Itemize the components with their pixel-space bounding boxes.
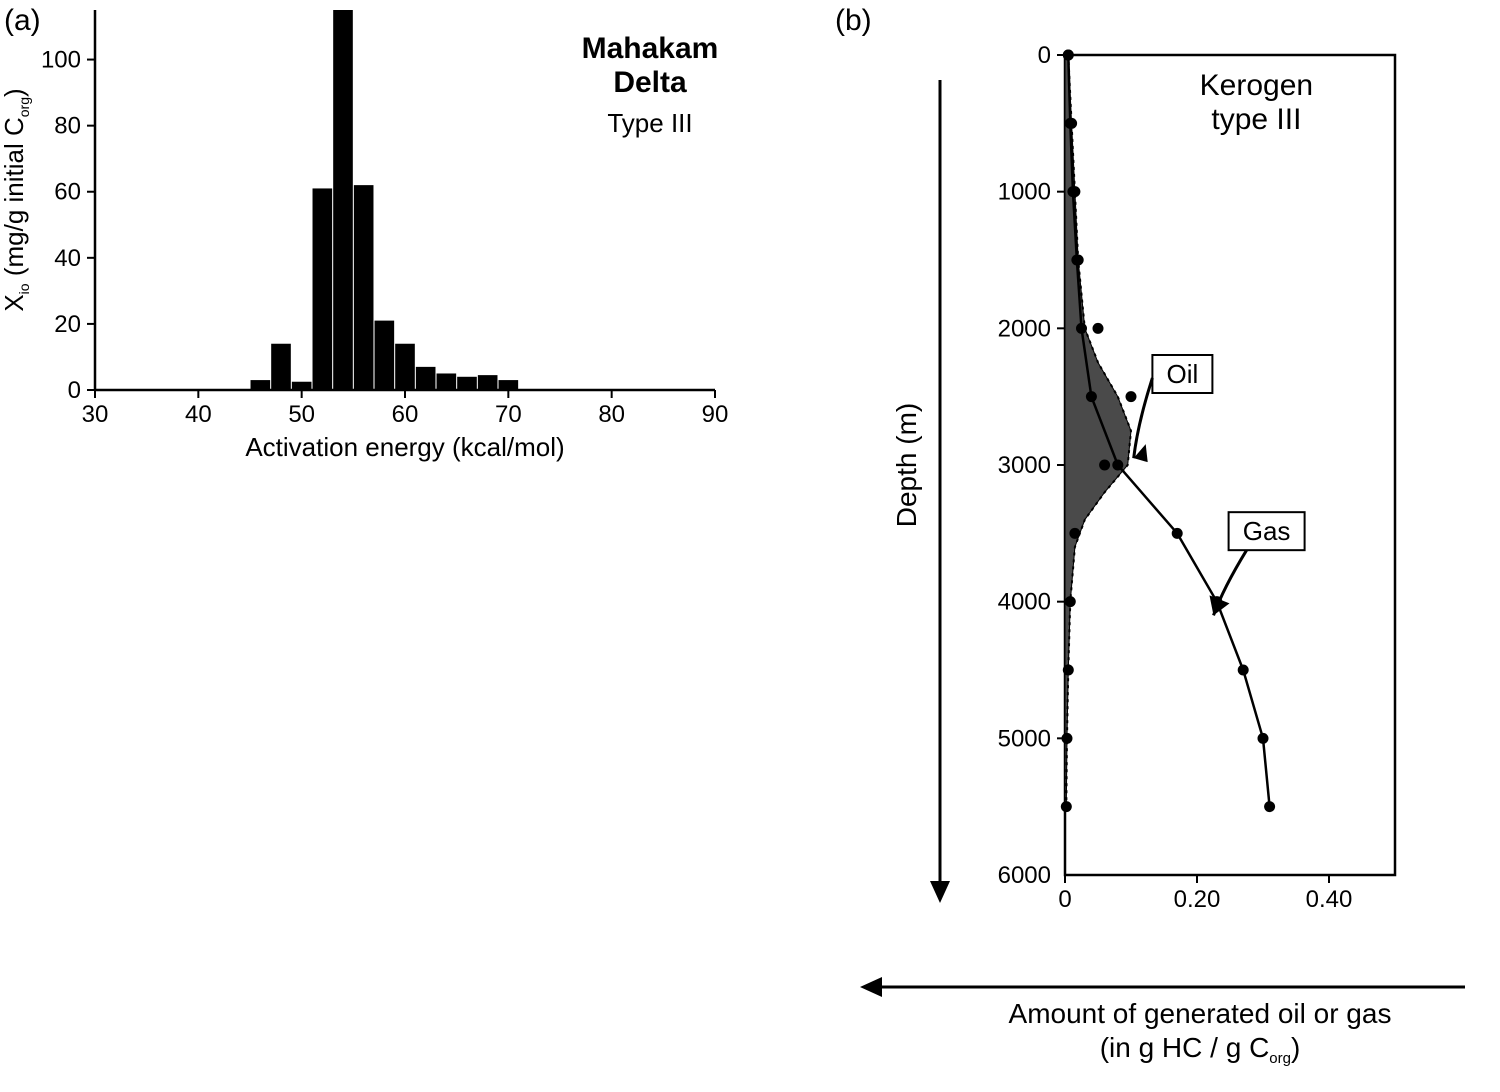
ytick-label: 1000: [998, 179, 1051, 206]
gas-marker: [1067, 186, 1078, 197]
x-axis-label: Activation energy (kcal/mol): [245, 432, 564, 462]
oil-marker: [1069, 528, 1080, 539]
oil-marker: [1126, 391, 1137, 402]
panel-b-title1: Kerogen: [1200, 69, 1313, 102]
gas-marker: [1086, 391, 1097, 402]
bar: [271, 344, 291, 390]
panel-b-title2: type III: [1211, 103, 1301, 136]
depth-label: Depth (m): [891, 403, 922, 527]
panel-a-subtitle: Type III: [607, 108, 692, 138]
bar: [333, 10, 353, 390]
panel-a-title: Mahakam: [582, 32, 719, 65]
gas-marker: [1238, 665, 1249, 676]
ytick-label: 0: [1038, 42, 1051, 69]
ytick-label: 4000: [998, 589, 1051, 616]
gas-marker: [1065, 118, 1076, 129]
gas-marker: [1172, 528, 1183, 539]
gas-marker: [1264, 801, 1275, 812]
bar: [499, 380, 519, 390]
xtick-label: 90: [702, 401, 729, 428]
oil-area: [1065, 55, 1131, 807]
ytick-label: 100: [41, 47, 81, 74]
panel-b-label: (b): [835, 4, 872, 37]
xtick-label: 80: [598, 401, 625, 428]
bar: [292, 382, 312, 390]
bar: [457, 377, 477, 390]
oil-marker: [1099, 460, 1110, 471]
xtick-label: 0: [1058, 886, 1071, 913]
bar: [313, 188, 333, 390]
xtick-label: 0.40: [1306, 886, 1353, 913]
oil-arrow: [1134, 378, 1153, 458]
ytick-label: 80: [54, 113, 81, 140]
ytick-label: 5000: [998, 725, 1051, 752]
gas-label: Gas: [1243, 516, 1291, 546]
amount-label2: (in g HC / g Corg): [1100, 1032, 1301, 1067]
xtick-label: 40: [185, 401, 212, 428]
gas-marker: [1258, 733, 1269, 744]
bar: [437, 373, 457, 390]
xtick-label: 70: [495, 401, 522, 428]
xtick-label: 0.20: [1174, 886, 1221, 913]
oil-marker: [1065, 596, 1076, 607]
panel-a-title2: Delta: [613, 66, 687, 99]
ytick-label: 3000: [998, 452, 1051, 479]
ytick-label: 6000: [998, 862, 1051, 889]
oil-label: Oil: [1167, 359, 1199, 389]
gas-marker: [1076, 323, 1087, 334]
panel-a-label: (a): [4, 4, 41, 37]
oil-marker: [1093, 323, 1104, 334]
xtick-label: 60: [392, 401, 419, 428]
bar: [375, 321, 395, 390]
amount-label1: Amount of generated oil or gas: [1009, 998, 1392, 1029]
depth-arrowhead: [930, 881, 950, 903]
ytick-label: 2000: [998, 315, 1051, 342]
ytick-label: 60: [54, 179, 81, 206]
bar: [354, 185, 374, 390]
gas-marker: [1071, 255, 1082, 266]
figure-container: 0 20 40 60 80 100 30 40 50 60 70 80 90 Activation ene…: [0, 0, 1500, 1087]
amount-arrowhead: [860, 977, 882, 997]
gas-marker: [1112, 460, 1123, 471]
figure-svg: 0 20 40 60 80 100 30 40 50 60 70 80 90 Activation ene…: [0, 0, 1500, 1087]
oil-marker: [1063, 665, 1074, 676]
ytick-label: 20: [54, 311, 81, 338]
bar: [478, 375, 498, 390]
bar: [251, 380, 271, 390]
bar: [416, 367, 436, 390]
ytick-label: 0: [68, 377, 81, 404]
xtick-label: 30: [82, 401, 109, 428]
xtick-label: 50: [288, 401, 315, 428]
bar: [395, 344, 415, 390]
oil-marker: [1061, 801, 1072, 812]
ytick-label: 40: [54, 245, 81, 272]
y-axis-label: Xio (mg/g initial Corg): [0, 88, 32, 311]
